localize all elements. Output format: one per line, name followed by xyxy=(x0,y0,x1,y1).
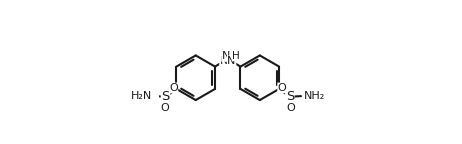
Text: O: O xyxy=(278,83,286,93)
Text: S: S xyxy=(286,90,294,103)
Text: N: N xyxy=(220,56,228,66)
Text: O: O xyxy=(169,83,178,93)
Text: H₂N: H₂N xyxy=(131,91,152,101)
Text: NH₂: NH₂ xyxy=(304,91,325,101)
Text: H: H xyxy=(232,51,240,61)
Text: S: S xyxy=(161,90,170,103)
Text: O: O xyxy=(286,103,295,113)
Text: O: O xyxy=(161,103,170,113)
Text: N: N xyxy=(222,51,230,61)
Text: N: N xyxy=(227,56,236,66)
